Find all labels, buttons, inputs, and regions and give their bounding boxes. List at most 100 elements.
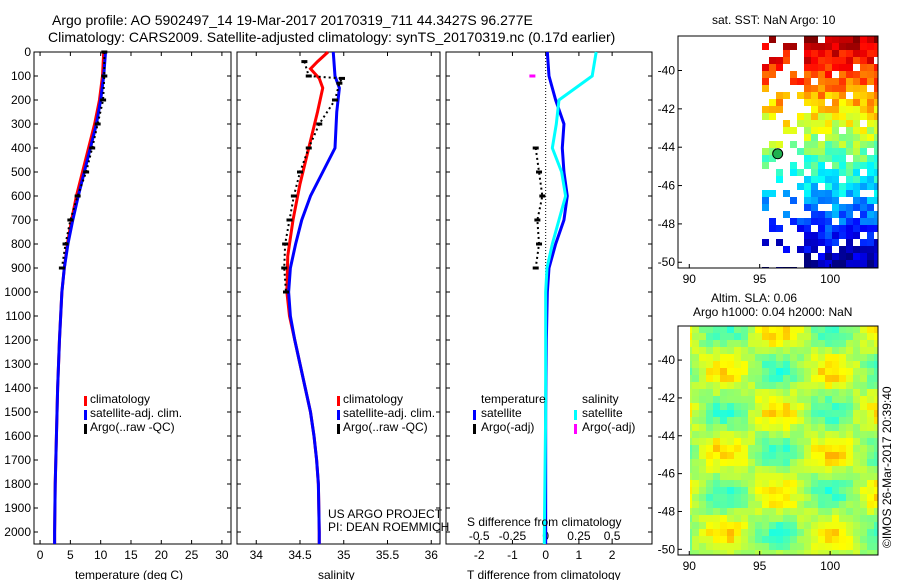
map-cell bbox=[811, 424, 818, 431]
map-cell bbox=[825, 487, 832, 494]
map-cell bbox=[811, 431, 818, 438]
map-cell bbox=[776, 515, 783, 522]
map-cell bbox=[867, 71, 874, 78]
map-cell bbox=[825, 50, 832, 57]
map-cell bbox=[741, 466, 748, 473]
map-cell bbox=[846, 501, 853, 508]
x-tick-label: 34 bbox=[250, 548, 264, 562]
map-cell bbox=[804, 361, 811, 368]
map-cell bbox=[853, 50, 860, 57]
map-cell bbox=[790, 340, 797, 347]
map-cell bbox=[853, 127, 860, 134]
map-cell bbox=[706, 424, 713, 431]
map-cell bbox=[874, 190, 878, 197]
map-cell bbox=[776, 92, 783, 99]
x-tick-label: 36 bbox=[425, 548, 439, 562]
map-cell bbox=[860, 246, 867, 253]
map-cell bbox=[720, 361, 727, 368]
map-cell bbox=[762, 445, 769, 452]
map-cell bbox=[818, 176, 825, 183]
map-cell bbox=[783, 190, 790, 197]
map-cell bbox=[734, 375, 741, 382]
map-cell bbox=[860, 522, 867, 529]
map-cell bbox=[769, 340, 776, 347]
map-cell bbox=[762, 162, 769, 169]
map-cell bbox=[776, 522, 783, 529]
map-cell bbox=[804, 354, 811, 361]
map-cell bbox=[720, 438, 727, 445]
map-cell bbox=[783, 403, 790, 410]
map-cell bbox=[699, 452, 706, 459]
map-cell bbox=[860, 494, 867, 501]
x-tick-label: 20 bbox=[155, 548, 169, 562]
map-cell bbox=[825, 92, 832, 99]
map-cell bbox=[825, 218, 832, 225]
map-cell bbox=[874, 162, 878, 169]
map-cell bbox=[874, 106, 878, 113]
map-cell bbox=[741, 550, 748, 555]
map-cell bbox=[769, 466, 776, 473]
map-cell bbox=[874, 78, 878, 85]
map-cell bbox=[804, 445, 811, 452]
map-cell bbox=[811, 515, 818, 522]
map-cell bbox=[839, 106, 846, 113]
map-cell bbox=[699, 473, 706, 480]
map-cell bbox=[797, 494, 804, 501]
map-cell bbox=[692, 368, 699, 375]
map-cell bbox=[811, 347, 818, 354]
map-cell bbox=[769, 515, 776, 522]
y-tick-label: 1300 bbox=[4, 357, 31, 371]
map-cell bbox=[762, 326, 769, 333]
map-cell bbox=[853, 57, 860, 64]
map-cell bbox=[762, 197, 769, 204]
map-cell bbox=[692, 403, 699, 410]
map-cell bbox=[811, 99, 818, 106]
map-cell bbox=[692, 333, 699, 340]
map-cell bbox=[874, 176, 878, 183]
map-cell bbox=[734, 494, 741, 501]
map-cell bbox=[853, 326, 860, 333]
map-cell bbox=[713, 389, 720, 396]
map-cell bbox=[720, 431, 727, 438]
map-cell bbox=[839, 211, 846, 218]
map-frame bbox=[677, 325, 879, 556]
map-cell bbox=[769, 333, 776, 340]
map-cell bbox=[818, 197, 825, 204]
map-cell bbox=[839, 445, 846, 452]
map-cell bbox=[699, 501, 706, 508]
map-cell bbox=[706, 333, 713, 340]
map-cell bbox=[720, 424, 727, 431]
map-cell bbox=[727, 473, 734, 480]
map-cell bbox=[776, 501, 783, 508]
map-cell bbox=[853, 522, 860, 529]
map-cell bbox=[762, 473, 769, 480]
map-cell bbox=[818, 106, 825, 113]
map-cell bbox=[762, 396, 769, 403]
map-cell bbox=[797, 113, 804, 120]
map-cell bbox=[853, 480, 860, 487]
map-cell bbox=[762, 382, 769, 389]
map-cell bbox=[818, 410, 825, 417]
map-cell bbox=[699, 396, 706, 403]
map-cell bbox=[846, 410, 853, 417]
map-cell bbox=[713, 410, 720, 417]
map-cell bbox=[867, 155, 874, 162]
map-cell bbox=[839, 36, 846, 43]
map-cell bbox=[832, 43, 839, 50]
map-cell bbox=[832, 260, 839, 267]
map-cell bbox=[720, 459, 727, 466]
map-cell bbox=[867, 239, 874, 246]
map-cell bbox=[867, 459, 874, 466]
map-cell bbox=[860, 71, 867, 78]
map-cell bbox=[846, 494, 853, 501]
map-cell bbox=[727, 396, 734, 403]
map-cell bbox=[741, 431, 748, 438]
map-cell bbox=[832, 438, 839, 445]
map-cell bbox=[839, 417, 846, 424]
map-cell bbox=[839, 169, 846, 176]
map-cell bbox=[832, 361, 839, 368]
map-cell bbox=[734, 347, 741, 354]
map-cell bbox=[755, 403, 762, 410]
map-cell bbox=[853, 543, 860, 550]
map-cell bbox=[811, 480, 818, 487]
